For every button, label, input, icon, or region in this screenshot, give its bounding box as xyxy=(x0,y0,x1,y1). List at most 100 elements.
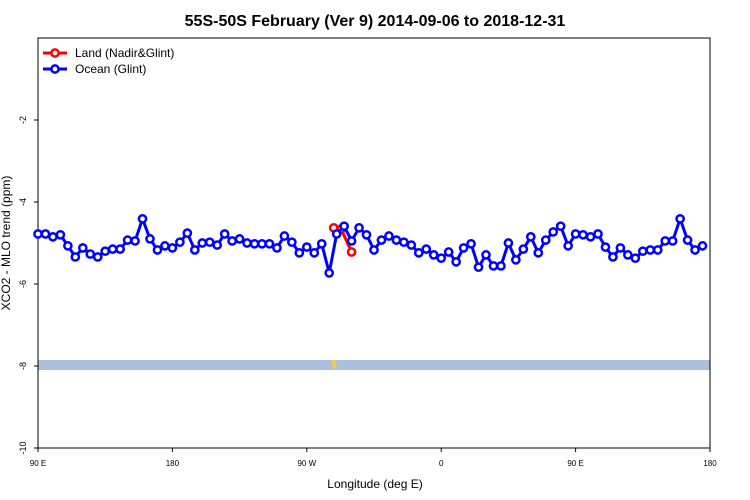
legend-marker xyxy=(50,48,60,58)
data-point xyxy=(264,238,275,249)
data-point xyxy=(384,231,394,241)
data-point xyxy=(197,238,208,248)
x-axis-label: Longitude (deg E) xyxy=(327,477,422,491)
data-point xyxy=(234,234,245,244)
data-point xyxy=(279,231,290,241)
x-tick-label: 180 xyxy=(166,459,180,468)
data-point xyxy=(115,244,125,254)
data-point xyxy=(421,244,432,254)
data-point xyxy=(682,235,693,245)
data-point xyxy=(451,257,461,267)
data-point xyxy=(458,243,469,253)
data-point xyxy=(525,232,536,242)
data-point xyxy=(167,243,178,253)
data-point xyxy=(428,250,439,260)
chart-title: 55S-50S February (Ver 9) 2014-09-06 to 2… xyxy=(185,13,566,30)
data-point xyxy=(361,229,372,240)
data-point xyxy=(548,227,559,237)
data-point xyxy=(242,238,252,248)
data-point xyxy=(212,240,223,250)
data-point xyxy=(511,254,521,265)
data-point xyxy=(182,228,193,239)
data-point xyxy=(369,245,379,255)
x-tick-label: 90 W xyxy=(297,459,316,468)
y-tick-label: -4 xyxy=(18,198,28,206)
data-point xyxy=(92,252,103,262)
data-point xyxy=(249,238,260,249)
data-point xyxy=(645,245,656,255)
data-point xyxy=(257,238,267,249)
surface-band xyxy=(38,360,710,370)
data-point xyxy=(294,247,305,258)
data-point xyxy=(130,236,140,246)
data-point xyxy=(652,245,663,255)
data-point xyxy=(563,241,573,251)
data-point xyxy=(593,229,603,239)
data-point xyxy=(518,244,529,254)
data-point xyxy=(399,237,409,248)
data-point xyxy=(503,238,514,248)
data-point xyxy=(630,253,641,264)
data-point xyxy=(578,229,588,240)
y-axis-label: XCO2 - MLO trend (ppm) xyxy=(0,176,13,311)
data-point xyxy=(175,237,185,248)
legend-marker xyxy=(50,64,60,74)
y-tick-label: -6 xyxy=(18,280,28,288)
data-point xyxy=(48,232,58,242)
data-point xyxy=(137,213,148,224)
data-point xyxy=(227,236,237,246)
data-point xyxy=(33,229,43,239)
data-point xyxy=(160,241,170,251)
data-point xyxy=(406,240,417,250)
data-point xyxy=(585,232,596,242)
data-point xyxy=(301,242,312,252)
data-point xyxy=(533,247,544,258)
data-point xyxy=(316,238,327,249)
data-point xyxy=(496,261,506,271)
data-point xyxy=(77,243,88,253)
data-point xyxy=(324,268,335,278)
x-tick-label: 180 xyxy=(703,459,717,468)
data-point xyxy=(354,222,364,233)
data-point xyxy=(339,221,349,232)
data-point xyxy=(70,252,81,262)
data-point xyxy=(40,229,51,239)
data-point xyxy=(466,238,476,249)
data-point xyxy=(376,235,387,245)
data-point xyxy=(443,247,454,257)
data-point xyxy=(413,247,424,258)
y-tick-label: -10 xyxy=(18,441,28,454)
y-tick-label: -2 xyxy=(18,116,28,124)
data-point xyxy=(331,229,342,239)
data-point xyxy=(122,235,133,245)
data-point xyxy=(63,241,73,251)
data-point xyxy=(55,229,66,240)
plot-frame xyxy=(37,37,711,449)
data-point xyxy=(623,250,633,260)
data-point xyxy=(85,249,96,259)
data-point xyxy=(272,243,282,253)
data-point xyxy=(675,213,685,224)
data-point xyxy=(473,262,484,273)
x-tick-label: 90 E xyxy=(567,459,583,468)
data-point xyxy=(667,236,678,246)
data-point xyxy=(152,245,163,255)
x-tick-label: 0 xyxy=(439,459,444,468)
data-point xyxy=(660,236,671,246)
x-tick-label: 90 E xyxy=(30,459,46,468)
data-point xyxy=(555,221,566,232)
y-tick-label: -8 xyxy=(18,362,28,370)
data-point xyxy=(570,229,581,239)
data-point xyxy=(100,246,111,257)
data-point xyxy=(697,241,708,251)
data-point xyxy=(287,237,297,248)
data-point xyxy=(637,246,648,257)
data-point xyxy=(690,245,700,255)
data-point xyxy=(436,253,447,264)
land-mark xyxy=(331,360,337,370)
data-point xyxy=(189,245,200,255)
data-point xyxy=(145,234,155,244)
data-point xyxy=(107,244,118,254)
data-point xyxy=(608,252,618,262)
